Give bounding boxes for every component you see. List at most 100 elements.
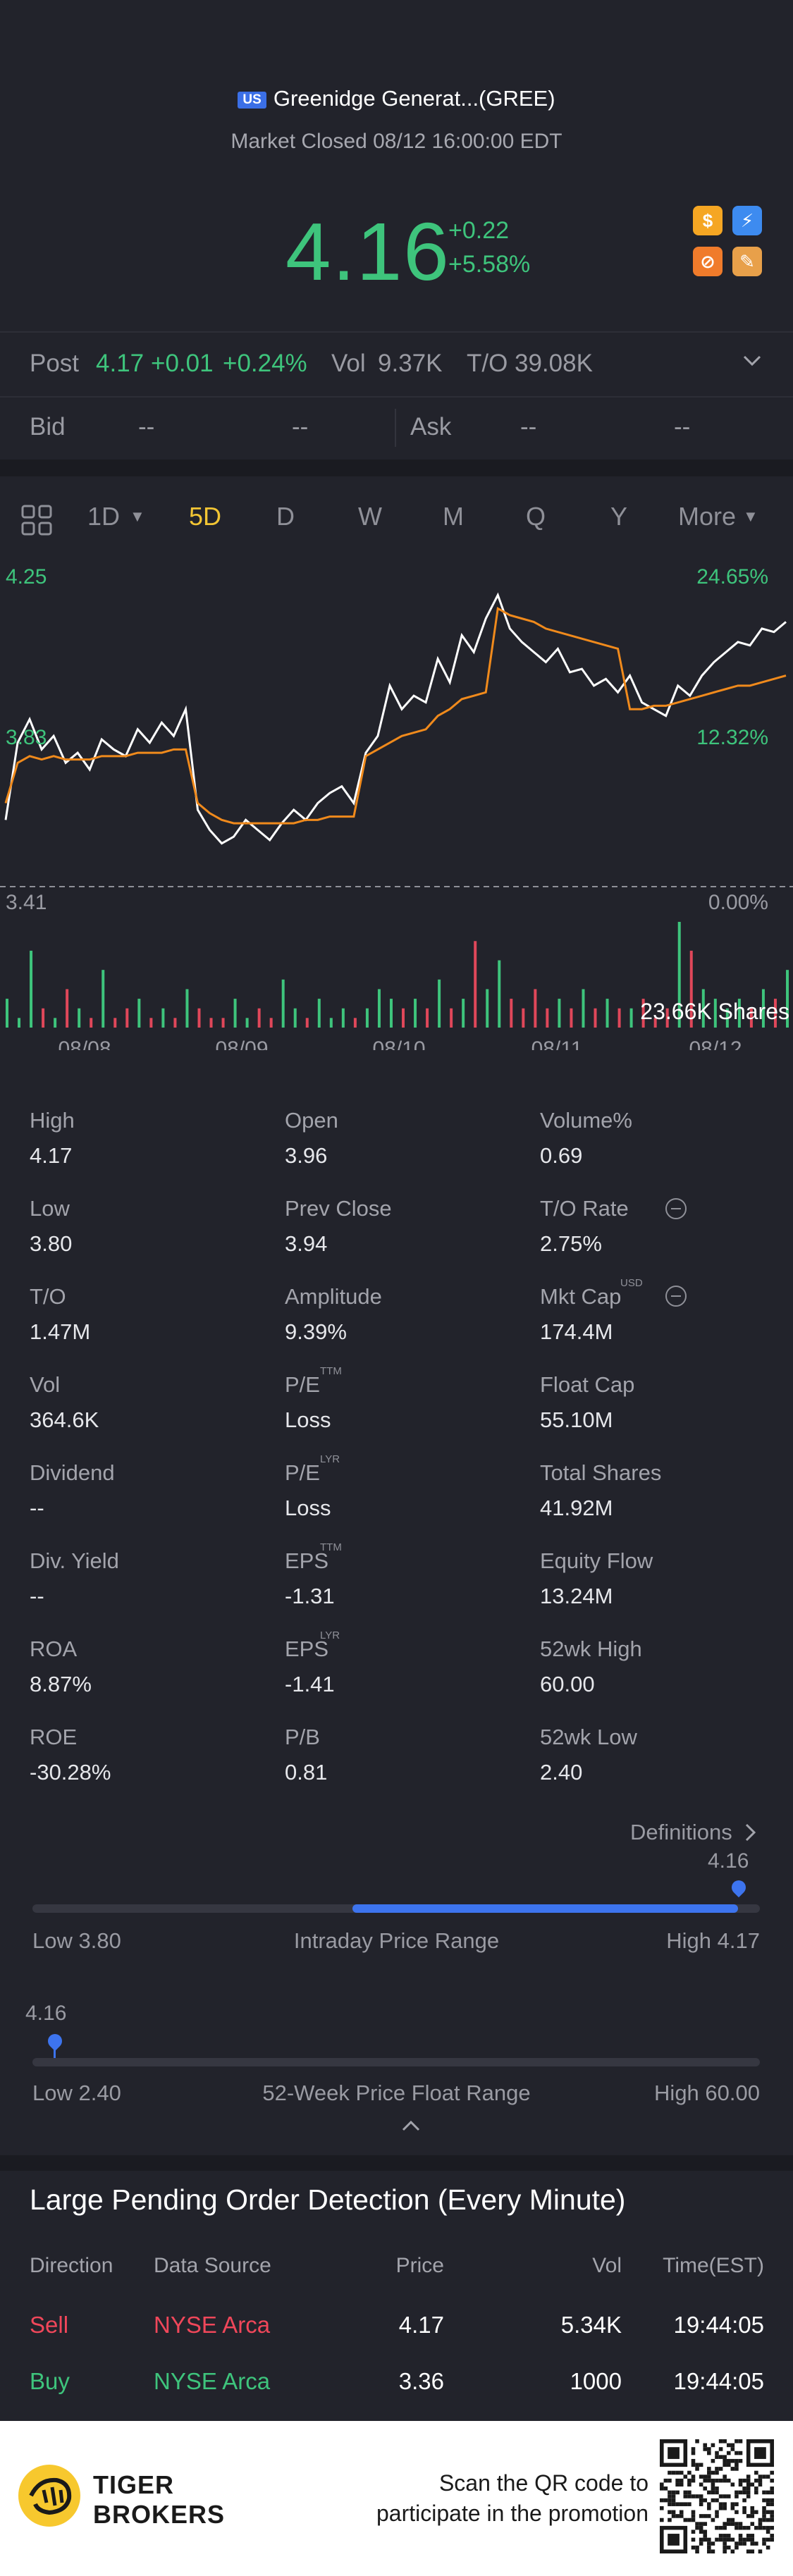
chart-volume-bar — [269, 1018, 273, 1028]
market-status: Market Closed 08/12 16:00:00 EDT — [230, 130, 563, 153]
stat-label: P/B — [285, 1725, 320, 1749]
stat-label: Open — [285, 1108, 338, 1133]
stat-label: Dividend — [30, 1460, 115, 1485]
stat-label: T/O Rate — [540, 1196, 629, 1221]
chart-volume-bar — [102, 970, 105, 1028]
chart-volume-bar — [365, 1008, 369, 1028]
dollar-icon[interactable]: $ — [693, 206, 723, 235]
bid-size: -- — [292, 413, 309, 440]
lightning-icon[interactable]: ⚡ — [732, 206, 762, 235]
stat-value: 3.94 — [285, 1231, 328, 1256]
price-chart[interactable]: 4.25 3.83 3.41 24.65% 12.32% 0.00% 23.66… — [0, 557, 793, 1050]
stat-label: 52wk Low — [540, 1725, 637, 1749]
chart-volume-bar — [161, 1008, 165, 1028]
chart-volume-bar — [546, 1008, 549, 1028]
post-to: 39.08K — [515, 350, 593, 377]
post-to-label: T/O — [467, 350, 508, 377]
ask-size: -- — [674, 413, 691, 440]
tab-more[interactable]: More — [678, 502, 737, 531]
bid-label: Bid — [30, 413, 66, 440]
tab-w[interactable]: W — [358, 502, 382, 531]
po-row-1-price: 3.36 — [398, 2368, 444, 2394]
stat-label: High — [30, 1108, 75, 1133]
intraday-range-track — [32, 1904, 760, 1913]
chart-volume-bar — [689, 950, 693, 1028]
stat-value: 13.24M — [540, 1584, 613, 1608]
tab-1d-dropdown-icon[interactable]: ▼ — [130, 507, 145, 525]
chart-y-left-top: 4.25 — [6, 565, 47, 588]
chart-volume-bar — [641, 999, 645, 1028]
chart-x-label: 08/12 — [689, 1037, 742, 1050]
stat-label: ROA — [30, 1637, 78, 1661]
stat-value: 174.4M — [540, 1319, 613, 1344]
no-short-icon[interactable]: ⊘ — [693, 247, 723, 276]
tab-m[interactable]: M — [443, 502, 464, 531]
post-change: +0.01 — [151, 350, 214, 377]
chart-y-left-bottom: 3.41 — [6, 891, 47, 914]
chart-volume-bar — [522, 1008, 525, 1028]
intraday-range-label: Intraday Price Range — [293, 1928, 500, 1953]
chart-volume-bar — [761, 989, 765, 1028]
chart-x-label: 08/09 — [215, 1037, 268, 1050]
stat-label: P/E — [285, 1460, 320, 1485]
stat-value: 55.10M — [540, 1407, 613, 1432]
stat-label: Low — [30, 1196, 70, 1221]
tab-5d[interactable]: 5D — [189, 502, 222, 531]
chart-volume-bar — [510, 999, 513, 1028]
chart-volume-bar — [281, 979, 285, 1028]
post-vol-label: Vol — [331, 350, 366, 377]
chart-volume-bar — [629, 1008, 633, 1028]
tab-d[interactable]: D — [276, 502, 295, 531]
stat-value: 41.92M — [540, 1496, 613, 1520]
tab-1d[interactable]: 1D — [87, 502, 121, 531]
po-row-0-source: NYSE Arca — [154, 2312, 271, 2338]
to-rate-info-icon[interactable] — [665, 1198, 687, 1219]
grid-icon[interactable] — [21, 505, 52, 536]
week52-low: Low 2.40 — [32, 2081, 121, 2105]
stat-label: T/O — [30, 1284, 66, 1309]
chevron-up-icon[interactable] — [400, 2119, 422, 2133]
stat-superscript: LYR — [320, 1629, 340, 1641]
chart-volume-bar — [377, 989, 381, 1028]
stat-value: 3.96 — [285, 1143, 328, 1168]
chart-volume-bar — [617, 1008, 621, 1028]
post-market-row[interactable]: Post 4.17 +0.01 +0.24% Vol 9.37K T/O 39.… — [0, 333, 793, 396]
qr-code-icon[interactable] — [660, 2439, 774, 2553]
chart-volume-bar — [486, 989, 489, 1028]
po-header-time: Time(EST) — [663, 2254, 764, 2277]
stat-value: 1.47M — [30, 1319, 91, 1344]
chart-volume-bar — [66, 989, 69, 1028]
stat-label: Equity Flow — [540, 1548, 653, 1573]
definitions-link[interactable]: Definitions — [630, 1820, 732, 1844]
scan-line-2: participate in the promotion — [376, 2501, 648, 2526]
education-icon[interactable]: ✎ — [732, 247, 762, 276]
chart-volume-bar — [438, 979, 441, 1028]
po-header-source: Data Source — [154, 2254, 271, 2277]
stat-label: Amplitude — [285, 1284, 382, 1309]
stat-value: 2.75% — [540, 1231, 602, 1256]
chart-volume-bar — [30, 950, 33, 1028]
stat-value: -1.41 — [285, 1672, 335, 1696]
week52-high: High 60.00 — [654, 2081, 760, 2105]
stock-title: US Greenidge Generat...(GREE) — [0, 86, 793, 111]
chart-volume-bar — [773, 999, 777, 1028]
chart-y-left-mid: 3.83 — [6, 726, 47, 749]
chart-volume-bar — [293, 1008, 297, 1028]
chevron-down-icon[interactable] — [742, 354, 763, 368]
chart-volume-bar — [42, 1008, 45, 1028]
po-row-1-vol: 1000 — [570, 2368, 622, 2394]
chart-volume-bar — [233, 999, 237, 1028]
chart-volume-bar — [558, 999, 561, 1028]
mkt-cap-info-icon[interactable] — [665, 1286, 687, 1307]
chart-volume-bar — [90, 1018, 93, 1028]
chevron-right-icon[interactable] — [744, 1823, 757, 1842]
tab-y[interactable]: Y — [610, 502, 628, 531]
chart-volume-bar — [749, 1008, 753, 1028]
tab-more-dropdown-icon[interactable]: ▼ — [743, 507, 758, 525]
chart-volume-bar — [353, 1018, 357, 1028]
tab-q[interactable]: Q — [526, 502, 546, 531]
week52-current: 4.16 — [25, 2002, 67, 2025]
chart-volume-bar — [137, 999, 141, 1028]
chart-volume-bar — [737, 999, 741, 1028]
chart-volume-bar — [786, 970, 789, 1028]
